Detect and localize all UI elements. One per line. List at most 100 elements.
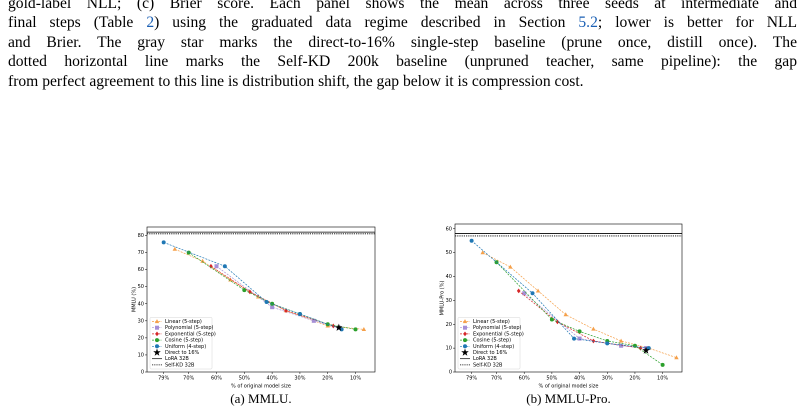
- x-tick-label: 60%: [519, 376, 530, 382]
- x-tick-label: 20%: [322, 376, 333, 382]
- axes-frame: [454, 223, 683, 373]
- legend-label: LoRA 32B: [473, 356, 497, 362]
- data-point: [242, 288, 247, 293]
- legend-label: Linear (5-step): [473, 319, 510, 325]
- text-span: ) using the graduated data regime descri…: [154, 14, 579, 32]
- legend-marker: [154, 319, 160, 324]
- legend-label: Uniform (4-step): [165, 344, 206, 350]
- data-point: [619, 343, 624, 348]
- data-point: [563, 312, 568, 317]
- x-tick-label: 30%: [602, 376, 613, 382]
- data-point: [222, 264, 227, 269]
- legend-label: Self-KD 32B: [473, 362, 503, 368]
- x-tick-label: 10%: [657, 376, 668, 382]
- data-point: [632, 343, 637, 348]
- x-axis-label: % of original model size: [539, 384, 599, 390]
- data-point: [535, 288, 541, 293]
- data-point: [480, 250, 485, 255]
- y-tick-label: 10: [446, 346, 452, 352]
- text-span: ; lower is better for NLL: [597, 14, 798, 32]
- text-line: dotted horizontal line marks the Self-KD…: [8, 52, 797, 71]
- data-point: [361, 326, 367, 331]
- text-span: gold-label NLL; (c) Brier score. Each pa…: [8, 0, 797, 12]
- legend-box: [149, 317, 213, 370]
- legend-label: Polynomial (5-step): [473, 325, 522, 331]
- data-point: [549, 317, 554, 322]
- legend-marker: [463, 325, 467, 330]
- data-point: [469, 238, 474, 243]
- x-tick-label: 10%: [350, 376, 361, 382]
- y-tick-label: 40: [446, 274, 452, 280]
- data-point: [228, 277, 233, 282]
- legend-label: Uniform (4-step): [473, 344, 514, 350]
- data-point: [522, 291, 527, 296]
- x-tick-label: 50%: [546, 376, 557, 382]
- data-point: [591, 338, 596, 344]
- data-point: [660, 362, 665, 367]
- series-line: [174, 248, 364, 330]
- y-axis-label: MMLU-Pro (%): [440, 281, 446, 316]
- series-line: [496, 261, 663, 366]
- y-tick-label: 20: [138, 335, 144, 341]
- x-tick-label: 40%: [267, 376, 278, 382]
- data-point: [646, 346, 651, 351]
- data-point: [642, 346, 650, 354]
- text-line: gold-label NLL; (c) Brier score. Each pa…: [8, 0, 797, 13]
- data-point: [161, 240, 166, 245]
- x-tick-label: 70%: [491, 376, 502, 382]
- data-point: [572, 336, 577, 341]
- legend-marker: [463, 338, 467, 343]
- legend-label: Self-KD 32B: [165, 362, 195, 368]
- text-span: dotted horizontal line marks the Self-KD…: [8, 53, 797, 71]
- legend-marker: [155, 325, 159, 330]
- reference-link[interactable]: 5.2: [578, 14, 598, 32]
- x-tick-label: 40%: [574, 376, 585, 382]
- legend-marker: [155, 344, 159, 349]
- legend-box: [457, 317, 521, 370]
- data-point: [508, 264, 513, 269]
- data-point: [516, 288, 521, 294]
- series-line: [523, 292, 647, 349]
- x-tick-label: 20%: [629, 376, 640, 382]
- y-tick-label: 30: [138, 318, 144, 324]
- legend-marker: [463, 331, 467, 337]
- y-tick-label: 50: [138, 284, 144, 290]
- y-tick-label: 30: [446, 298, 452, 304]
- data-point: [555, 319, 560, 325]
- data-point: [618, 338, 624, 343]
- y-tick-label: 40: [138, 301, 144, 307]
- data-point: [264, 300, 269, 305]
- legend-label: Cosine (5-step): [165, 338, 203, 344]
- series-line: [216, 265, 339, 328]
- data-point: [591, 326, 596, 331]
- series-line: [210, 265, 334, 327]
- legend-label: Linear (5-step): [165, 319, 202, 325]
- text-line: final steps (Table 2) using the graduate…: [8, 13, 797, 32]
- x-tick-label: 70%: [183, 376, 194, 382]
- data-point: [311, 318, 316, 323]
- data-point: [331, 323, 336, 329]
- data-point: [186, 250, 191, 255]
- y-tick-label: 0: [141, 370, 144, 376]
- data-point: [200, 258, 205, 263]
- data-point: [577, 336, 582, 341]
- y-tick-label: 60: [138, 267, 144, 273]
- text-span: and Brier. The gray star marks the direc…: [8, 33, 797, 51]
- axes-frame: [146, 226, 376, 373]
- data-point: [297, 312, 302, 316]
- paragraph: gold-label NLL; (c) Brier score. Each pa…: [8, 0, 797, 91]
- legend-label: Direct to 16%: [165, 350, 200, 356]
- y-tick-label: 60: [446, 226, 452, 232]
- data-point: [577, 329, 582, 334]
- legend-label: Exponential (5-step): [165, 331, 216, 337]
- data-point: [605, 341, 610, 346]
- reference-link[interactable]: 2: [146, 14, 155, 32]
- legend-marker: [462, 319, 468, 324]
- x-tick-label: 30%: [294, 376, 305, 382]
- x-tick-label: 79%: [158, 376, 169, 382]
- text-span: final steps (Table: [8, 14, 147, 32]
- y-axis-label: MMLU (%): [132, 287, 138, 312]
- x-tick-label: 60%: [211, 376, 222, 382]
- x-tick-label: 50%: [239, 376, 250, 382]
